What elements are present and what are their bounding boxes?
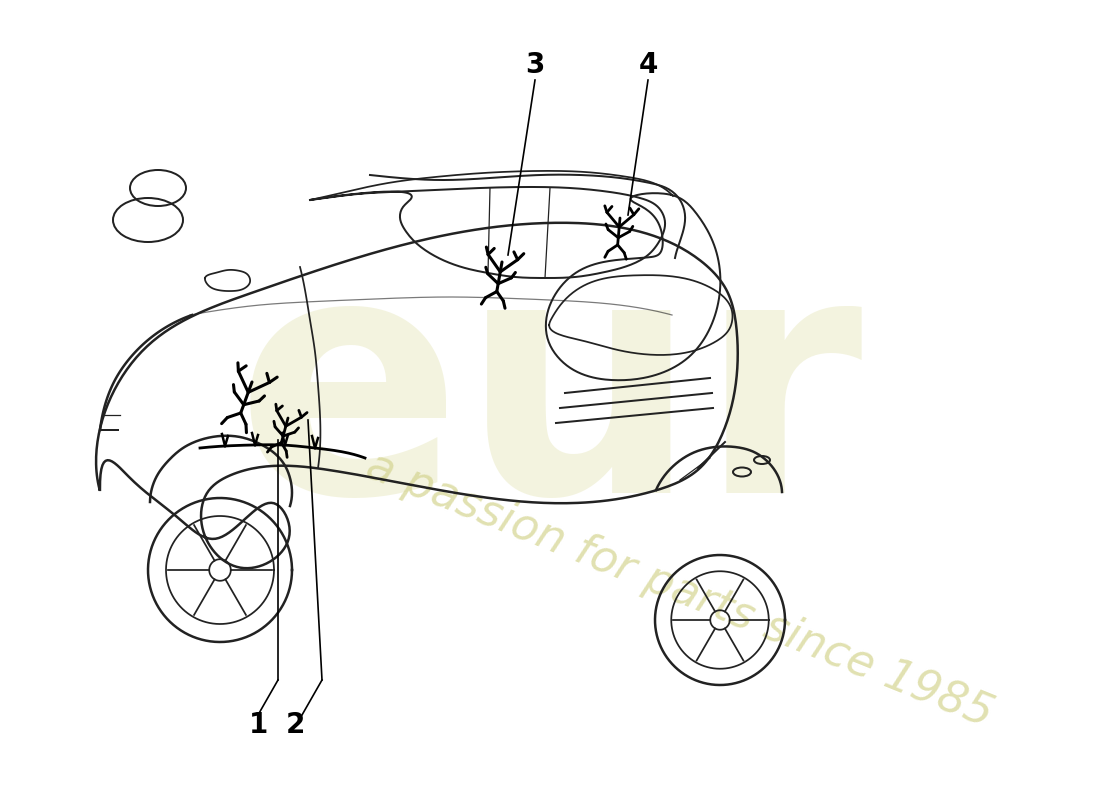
Text: 4: 4 bbox=[638, 51, 658, 79]
Text: 1: 1 bbox=[249, 711, 267, 739]
Text: a passion for parts since 1985: a passion for parts since 1985 bbox=[361, 444, 1000, 736]
Text: 3: 3 bbox=[526, 51, 544, 79]
Text: eur: eur bbox=[236, 238, 864, 562]
Text: 2: 2 bbox=[285, 711, 305, 739]
